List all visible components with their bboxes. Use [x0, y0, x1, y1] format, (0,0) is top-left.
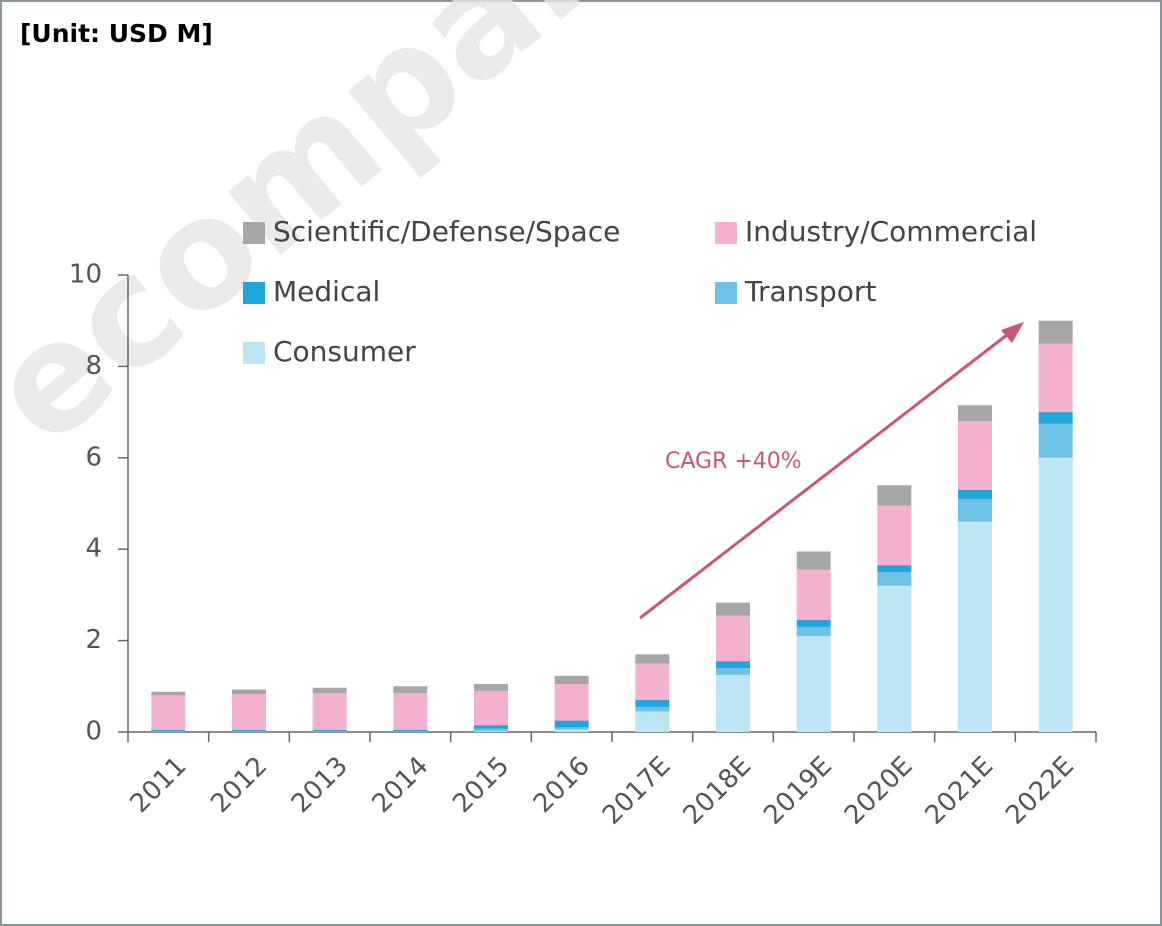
- bar-segment: [151, 729, 186, 732]
- bar-segment: [151, 731, 186, 732]
- bar-segment: [877, 505, 912, 566]
- chart-title: [Unit: USD M]: [20, 19, 213, 48]
- bar-segment: [1038, 320, 1073, 344]
- bar-segment: [716, 602, 750, 616]
- bar-segment: [796, 620, 831, 627]
- bar-segment: [635, 654, 670, 664]
- bar-segment: [312, 687, 347, 694]
- legend-label: Transport: [744, 275, 876, 308]
- bar-segment: [716, 668, 750, 675]
- bar-segment: [554, 729, 589, 732]
- bar-segment: [716, 615, 750, 662]
- bar-segment: [151, 691, 186, 696]
- legend-swatch: [715, 222, 737, 244]
- bar-segment: [796, 569, 831, 621]
- bar-segment: [877, 565, 912, 573]
- bar-segment: [1038, 412, 1073, 424]
- bar-segment: [554, 675, 589, 685]
- bar-segment: [1038, 423, 1073, 458]
- legend-label: Consumer: [273, 335, 416, 368]
- cagr-arrowhead: [1001, 322, 1024, 343]
- bar-segment: [877, 572, 912, 586]
- bar-segment: [1038, 343, 1073, 413]
- bar-segment: [474, 731, 508, 732]
- bar-segment: [554, 727, 589, 730]
- bar-segment: [716, 661, 750, 669]
- y-tick-label: 0: [85, 717, 102, 747]
- bar-segment: [877, 585, 912, 732]
- bar-segment: [958, 405, 992, 422]
- bar-segment: [554, 720, 589, 728]
- bar-segment: [393, 729, 428, 732]
- bar-segment: [232, 694, 266, 730]
- bar-segment: [716, 674, 750, 732]
- bar-segment: [393, 686, 428, 694]
- bar-segment: [232, 731, 266, 732]
- bar-segment: [958, 489, 992, 499]
- y-tick-label: 6: [85, 442, 102, 472]
- bar-segment: [796, 551, 831, 570]
- y-tick-label: 8: [85, 351, 102, 381]
- bar-segment: [151, 695, 186, 730]
- bar-segment: [554, 684, 589, 721]
- bar-segment: [1038, 457, 1073, 732]
- legend-swatch: [243, 282, 265, 304]
- legend-label: Industry/Commercial: [745, 215, 1037, 248]
- legend-label: Scientific/Defense/Space: [273, 215, 620, 248]
- bar-segment: [474, 728, 508, 732]
- bar-segment: [635, 711, 670, 732]
- bar-segment: [393, 731, 428, 732]
- bar-segment: [474, 725, 508, 729]
- bar-segment: [312, 729, 347, 732]
- bar-segment: [635, 706, 670, 712]
- annotation: CAGR +40%: [665, 449, 802, 474]
- bar-segment: [474, 690, 508, 726]
- bar-segment: [635, 663, 670, 701]
- bar-segment: [232, 729, 266, 732]
- bar-segment: [312, 693, 347, 730]
- bar-segment: [958, 498, 992, 522]
- bar-segment: [958, 421, 992, 490]
- bar-segment: [635, 700, 670, 707]
- legend-swatch: [243, 342, 265, 364]
- bar-segment: [877, 485, 912, 506]
- y-tick-label: 10: [69, 260, 102, 290]
- legend-label: Medical: [273, 275, 380, 308]
- bar-segment: [232, 689, 266, 695]
- y-tick-label: 4: [85, 534, 102, 564]
- bar-segment: [393, 693, 428, 730]
- y-tick-label: 2: [85, 625, 102, 655]
- legend-swatch: [243, 222, 265, 244]
- bar-segment: [312, 731, 347, 732]
- bar-segment: [796, 636, 831, 732]
- bar-segment: [958, 521, 992, 732]
- bar-segment: [474, 684, 508, 691]
- bar-segment: [796, 626, 831, 637]
- cagr-arrow: [639, 329, 1013, 620]
- legend-swatch: [715, 282, 737, 304]
